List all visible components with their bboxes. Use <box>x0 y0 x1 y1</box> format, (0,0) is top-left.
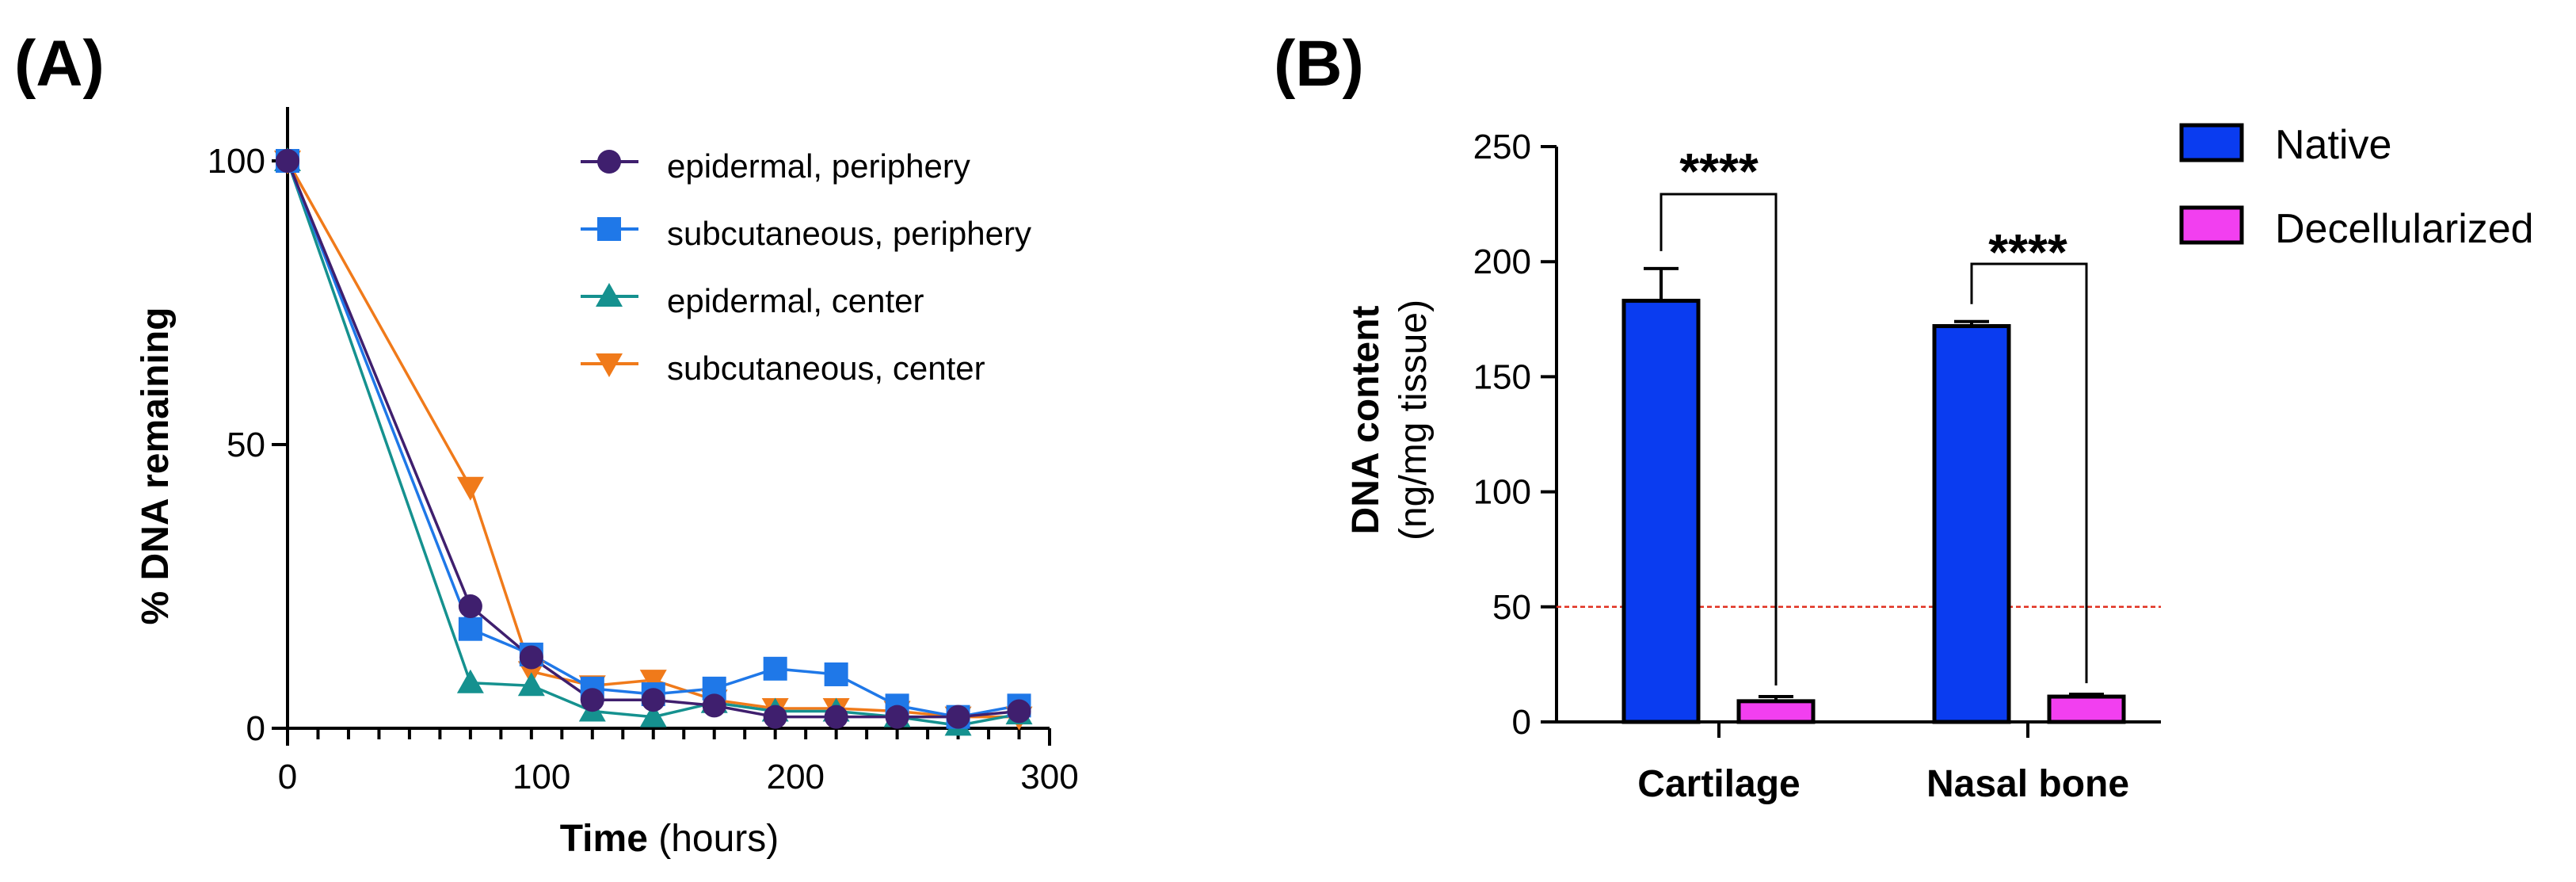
data-point <box>458 617 482 641</box>
data-point <box>639 703 667 727</box>
legend-swatch-native <box>2179 123 2244 162</box>
bar-native-cartilage <box>1621 299 1701 724</box>
legend-label: Native <box>2275 122 2391 168</box>
x-tick-label: 100 <box>513 758 570 796</box>
data-point <box>946 704 970 729</box>
x-tick-label: 300 <box>1020 758 1078 796</box>
y-tick-label: 0 <box>246 709 265 748</box>
y-tick-label: 250 <box>1473 128 1531 166</box>
y-axis-label-bold: DNA content <box>1345 306 1387 535</box>
line-chart-axes <box>272 107 1051 746</box>
data-point <box>1007 699 1031 724</box>
data-point <box>824 662 848 686</box>
line-chart-legend: epidermal, periphery subcutaneous, perip… <box>581 147 1031 387</box>
x-axis-label: Time (hours) <box>560 818 779 860</box>
data-point <box>641 688 665 712</box>
significance-bracket <box>1970 262 2088 684</box>
data-point <box>580 688 604 712</box>
y-tick-label: 100 <box>208 142 265 181</box>
data-point <box>639 670 667 694</box>
panel-a-label: (A) <box>14 28 105 100</box>
bar-chart-bars <box>1621 193 2126 724</box>
y-tick-label: 100 <box>1473 473 1531 512</box>
y-axis-label: % DNA remaining <box>135 307 177 625</box>
bar-chart-panel-b: 0 50 100 150 200 250 DNA content (ng/mg … <box>1345 122 2534 805</box>
significance-bracket <box>1660 193 1778 686</box>
data-point <box>763 656 787 681</box>
bar-decellularized-cartilage <box>1736 699 1816 724</box>
bar-chart-legend: Native Decellularized <box>2179 122 2534 252</box>
legend-label: epidermal, center <box>667 282 924 319</box>
line-chart-series <box>274 147 1033 736</box>
panel-b-label: (B) <box>1274 28 1364 100</box>
legend-label: Decellularized <box>2275 206 2534 252</box>
data-point <box>763 704 787 729</box>
legend-label: subcutaneous, center <box>667 349 985 387</box>
y-tick-label: 50 <box>227 426 265 464</box>
bar-decellularized-nasal-bone <box>2047 694 2126 724</box>
x-axis-label-unit: (hours) <box>648 818 779 860</box>
data-point <box>456 476 484 501</box>
bar-native-nasal-bone <box>1932 324 2011 724</box>
significance-label: **** <box>1679 143 1759 200</box>
legend-marker <box>597 150 621 174</box>
data-point <box>824 704 848 729</box>
y-axis-label-unit: (ng/mg tissue) <box>1393 300 1435 540</box>
legend-marker <box>596 283 623 307</box>
legend-marker <box>597 217 621 241</box>
legend-marker <box>596 353 623 377</box>
data-point <box>517 672 545 697</box>
significance-label: **** <box>1988 223 2067 281</box>
line-chart-panel-a: 0 100 200 300 0 50 100 % DNA remaining T… <box>135 107 1079 860</box>
legend-label: subcutaneous, periphery <box>667 215 1031 252</box>
category-label: Cartilage <box>1637 763 1800 805</box>
data-point <box>456 669 484 693</box>
data-point <box>702 693 726 718</box>
y-tick-label: 150 <box>1473 357 1531 396</box>
category-label: Nasal bone <box>1926 763 2129 805</box>
legend-label: epidermal, periphery <box>667 147 970 185</box>
data-point <box>519 645 543 670</box>
y-tick-label: 50 <box>1492 588 1531 627</box>
x-axis-label-bold: Time <box>560 818 648 860</box>
y-tick-label: 0 <box>1512 703 1531 742</box>
y-tick-label: 200 <box>1473 242 1531 281</box>
data-point <box>885 704 909 729</box>
x-tick-label: 200 <box>767 758 825 796</box>
legend-swatch-decellularized <box>2179 205 2244 245</box>
data-point <box>276 149 299 173</box>
data-point <box>458 594 482 619</box>
x-tick-label: 0 <box>278 758 297 796</box>
